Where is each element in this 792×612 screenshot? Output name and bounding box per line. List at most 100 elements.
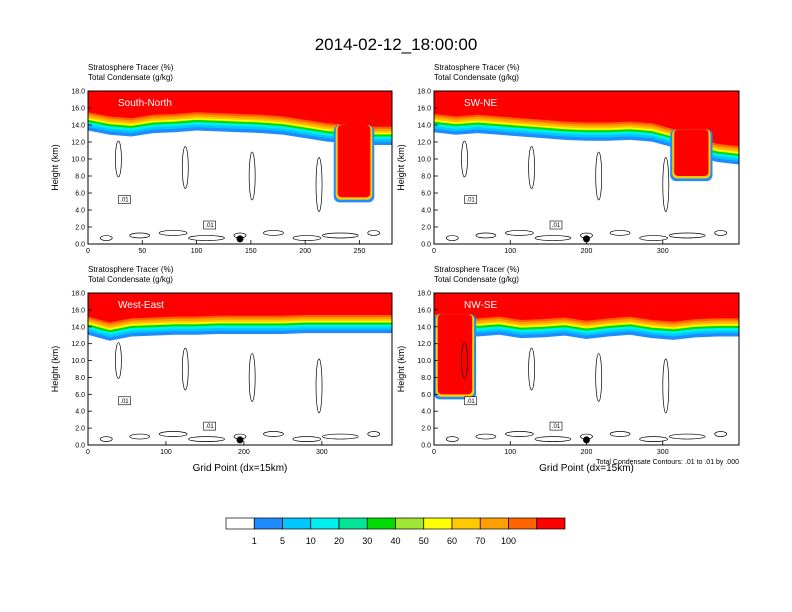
y-tick-label: 16.0 [71, 307, 85, 314]
condensate-contours [445, 140, 728, 241]
panel-west-east: .01 .01 West-East Stratosphere Tracer (%)To… [50, 265, 393, 474]
x-tick-label: 200 [581, 248, 593, 255]
y-tick-label: 10.0 [417, 358, 431, 365]
y-tick-label: 8.0 [421, 375, 431, 382]
panel-label: SW-NE [464, 98, 497, 109]
y-tick-label: 14.0 [417, 324, 431, 331]
tracer-core [434, 293, 739, 322]
subtitle-condensate: Total Condensate (g/kg) [434, 73, 519, 82]
intersection-marker [583, 436, 590, 444]
subtitle-condensate: Total Condensate (g/kg) [88, 275, 173, 284]
y-tick-label: 8.0 [421, 174, 431, 181]
contour-label: .01 [466, 399, 475, 405]
contour-label: .01 [205, 424, 214, 430]
colorbar-label: 100 [501, 536, 516, 546]
colorbar-label: 20 [334, 536, 344, 546]
tracer-core [88, 293, 392, 323]
tracer-core [434, 91, 739, 147]
y-tick-label: 18.0 [417, 89, 431, 96]
y-tick-label: 16.0 [417, 106, 431, 113]
colorbar-label: 60 [447, 536, 457, 546]
y-tick-label: 14.0 [71, 324, 85, 331]
y-tick-label: 12.0 [71, 140, 85, 147]
x-tick-label: 200 [299, 248, 311, 255]
plot-frame [87, 90, 393, 245]
contour-label: .01 [552, 223, 561, 229]
subtitle-tracer: Stratosphere Tracer (%) [434, 63, 520, 72]
panel-label: NW-SE [464, 300, 497, 311]
colorbar-label: 70 [475, 536, 485, 546]
subtitle-tracer: Stratosphere Tracer (%) [88, 265, 174, 274]
y-tick-label: 12.0 [71, 341, 85, 348]
colorbar-box [395, 517, 425, 530]
y-tick-label: 4.0 [421, 409, 431, 416]
y-tick-label: 18.0 [417, 291, 431, 298]
panel-label: South-North [118, 98, 172, 109]
y-tick-label: 0.0 [75, 443, 85, 450]
colorbar-label: 5 [280, 536, 285, 546]
y-tick-label: 8.0 [75, 174, 85, 181]
plot-area: .01 .01 [434, 91, 739, 244]
x-tick-label: 200 [238, 449, 250, 456]
panel-south-north: .01 .01 South-North Stratosphere Tracer (%)… [50, 63, 393, 255]
panels: .01 .01 South-North Stratosphere Tracer (%)… [50, 63, 740, 474]
y-tick-label: 12.0 [417, 341, 431, 348]
y-axis-label: Height (km) [396, 346, 406, 393]
y-tick-label: 0.0 [421, 242, 431, 249]
condensate-contours [99, 342, 381, 442]
colorbar-box [536, 517, 566, 530]
x-tick-label: 150 [245, 248, 257, 255]
plot-area: .01 .01 [88, 293, 392, 445]
colorbar-box [225, 517, 255, 530]
intersection-marker [236, 436, 244, 444]
subtitle-tracer: Stratosphere Tracer (%) [88, 63, 174, 72]
stratospheric-intrusion [434, 314, 477, 400]
y-tick-label: 8.0 [75, 375, 85, 382]
contour-label: .01 [120, 198, 129, 204]
stratospheric-intrusion [670, 129, 713, 182]
y-tick-label: 6.0 [75, 392, 85, 399]
colorbar-box [282, 517, 312, 530]
contour-labels: .01 .01 [464, 396, 563, 431]
subtitle-condensate: Total Condensate (g/kg) [434, 275, 519, 284]
y-tick-label: 6.0 [75, 191, 85, 198]
colorbar-box [508, 517, 538, 530]
y-tick-label: 0.0 [75, 242, 85, 249]
x-tick-label: 0 [86, 248, 90, 255]
intersection-marker [236, 235, 244, 243]
contour-label: .01 [120, 399, 129, 405]
x-axis-label: Grid Point (dx=15km) [539, 463, 634, 474]
contour-label: .01 [466, 198, 475, 204]
stratospheric-intrusion [333, 125, 375, 203]
figure-title: 2014-02-12_18:00:00 [315, 35, 478, 54]
y-tick-label: 16.0 [417, 307, 431, 314]
y-tick-label: 2.0 [75, 225, 85, 232]
x-tick-label: 200 [581, 449, 593, 456]
y-tick-label: 10.0 [71, 358, 85, 365]
colorbar-label: 40 [390, 536, 400, 546]
y-tick-label: 2.0 [421, 225, 431, 232]
colorbar-label: 30 [362, 536, 372, 546]
colorbar-label: 10 [306, 536, 316, 546]
intersection-marker [583, 235, 590, 243]
plot-area: .01 .01 [434, 293, 739, 445]
colorbar-label: 1 [252, 536, 257, 546]
y-tick-label: 4.0 [75, 208, 85, 215]
condensate-contours [99, 140, 381, 241]
y-tick-label: 6.0 [421, 392, 431, 399]
y-tick-label: 10.0 [417, 157, 431, 164]
colorbar-box [253, 517, 283, 530]
x-axis-label: Grid Point (dx=15km) [193, 463, 288, 474]
colorbar-box [451, 517, 481, 530]
y-tick-label: 10.0 [71, 157, 85, 164]
y-tick-label: 2.0 [421, 426, 431, 433]
y-tick-label: 12.0 [417, 140, 431, 147]
colorbar-box [423, 517, 453, 530]
contour-labels: .01 .01 [118, 396, 216, 431]
x-tick-label: 0 [432, 449, 436, 456]
colorbar-label: 50 [419, 536, 429, 546]
x-tick-label: 0 [432, 248, 436, 255]
y-tick-label: 0.0 [421, 443, 431, 450]
